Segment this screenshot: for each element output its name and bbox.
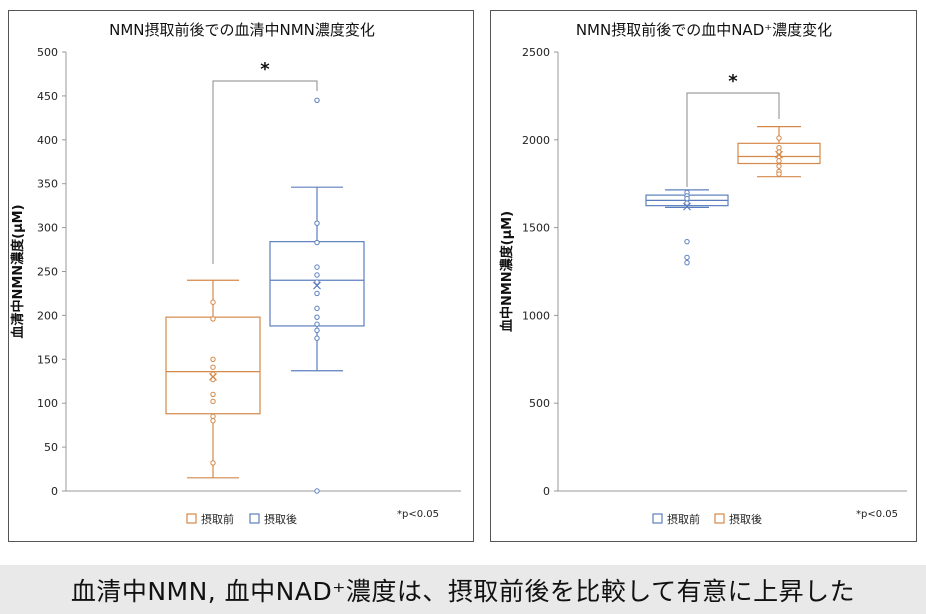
nad-p-value-note: *p<0.05 — [856, 509, 898, 520]
nmn-legend-swatch — [186, 513, 197, 524]
nmn-p-value-note: *p<0.05 — [397, 509, 439, 520]
nad-y-tick-label: 0 — [543, 485, 550, 498]
nmn-data-point — [314, 220, 320, 226]
nmn-y-tick-label: 450 — [37, 90, 58, 103]
nmn-data-point — [314, 279, 320, 285]
nmn-data-point — [314, 239, 320, 246]
nmn-data-point — [210, 316, 216, 322]
nmn-data-point — [314, 264, 320, 270]
nmn-legend-label: 摂取前 — [201, 512, 234, 526]
nmn-chart-title: NMN摂取前後での血清中NMN濃度変化 — [109, 21, 375, 39]
nmn-y-tick-label: 250 — [37, 266, 58, 279]
nmn-data-point — [210, 391, 216, 398]
nmn-mean-marker — [209, 372, 217, 381]
nmn-data-point — [314, 327, 320, 334]
nmn-data-point — [314, 314, 320, 320]
chart-panel-nmn: NMN摂取前後での血清中NMN濃度変化血清中NMN濃度(μM) 0 50 100 150… — [8, 10, 474, 542]
nmn-data-point — [210, 398, 216, 405]
nmn-data-point — [210, 460, 216, 466]
nmn-y-tick-label: 200 — [37, 309, 58, 322]
nad-y-tick-label: 1500 — [522, 222, 550, 235]
nmn-data-point — [314, 321, 320, 327]
nmn-y-tick-label: 300 — [37, 222, 58, 235]
nad-data-point — [776, 135, 782, 141]
nad-legend-label: 摂取前 — [667, 512, 700, 526]
nmn-y-tick-label: 150 — [37, 353, 58, 366]
nmn-data-point — [210, 418, 216, 424]
nad-legend-label: 摂取後 — [729, 512, 762, 526]
nmn-legend-label: 摂取後 — [264, 512, 297, 526]
nad-data-point — [776, 171, 782, 177]
nad-y-tick-label: 1000 — [522, 309, 550, 322]
nmn-y-axis-label: 血清中NMN濃度(μM) — [10, 204, 26, 338]
nad-mean-marker — [683, 202, 691, 211]
nad-data-point — [684, 195, 690, 202]
nmn-data-point — [210, 356, 216, 362]
nmn-data-point — [314, 488, 320, 494]
nad-data-point — [684, 260, 690, 266]
nmn-significance-bracket — [212, 80, 318, 264]
nad-significance-mark: * — [728, 71, 738, 92]
nad-mean-marker — [775, 150, 783, 159]
nmn-data-point — [314, 305, 320, 312]
nmn-data-point — [314, 97, 320, 103]
nmn-data-point — [314, 290, 320, 297]
nmn-y-tick-label: 0 — [51, 485, 58, 498]
nad-y-tick-label: 2500 — [522, 46, 550, 59]
nmn-legend-swatch — [249, 513, 260, 524]
nmn-data-point — [314, 272, 320, 278]
nad-data-point — [684, 200, 690, 206]
nad-data-point — [776, 163, 782, 169]
nmn-y-tick-label: 100 — [37, 397, 58, 410]
nad-y-tick-label: 500 — [529, 397, 550, 410]
nmn-data-point — [210, 364, 216, 370]
nad-data-point — [776, 145, 782, 151]
nmn-y-tick-label: 50 — [44, 441, 58, 454]
nmn-significance-mark: * — [260, 59, 270, 80]
nad-legend-swatch — [714, 513, 725, 524]
nad-data-point — [776, 158, 782, 164]
nad-legend-swatch — [652, 513, 663, 524]
chart-panel-nad: NMN摂取前後での血中NAD⁺濃度変化血中NMN濃度(μM) 0 500 1000 15… — [490, 10, 917, 542]
nmn-mean-marker — [313, 281, 321, 290]
summary-banner: 血清中NMN, 血中NAD⁺濃度は、摂取前後を比較して有意に上昇した — [0, 565, 926, 614]
nad-chart-title: NMN摂取前後での血中NAD⁺濃度変化 — [576, 21, 832, 39]
nmn-data-point — [210, 413, 216, 420]
nmn-data-point — [314, 335, 320, 341]
nad-data-point — [684, 238, 690, 245]
nad-y-axis-label: 血中NMN濃度(μM) — [499, 211, 515, 332]
nmn-y-tick-label: 400 — [37, 134, 58, 147]
nmn-y-tick-label: 350 — [37, 178, 58, 191]
nmn-y-tick-label: 500 — [37, 46, 58, 59]
nad-data-point — [684, 254, 690, 261]
nmn-data-point — [210, 299, 216, 305]
nad-significance-bracket — [686, 92, 780, 187]
nad-y-tick-label: 2000 — [522, 134, 550, 147]
